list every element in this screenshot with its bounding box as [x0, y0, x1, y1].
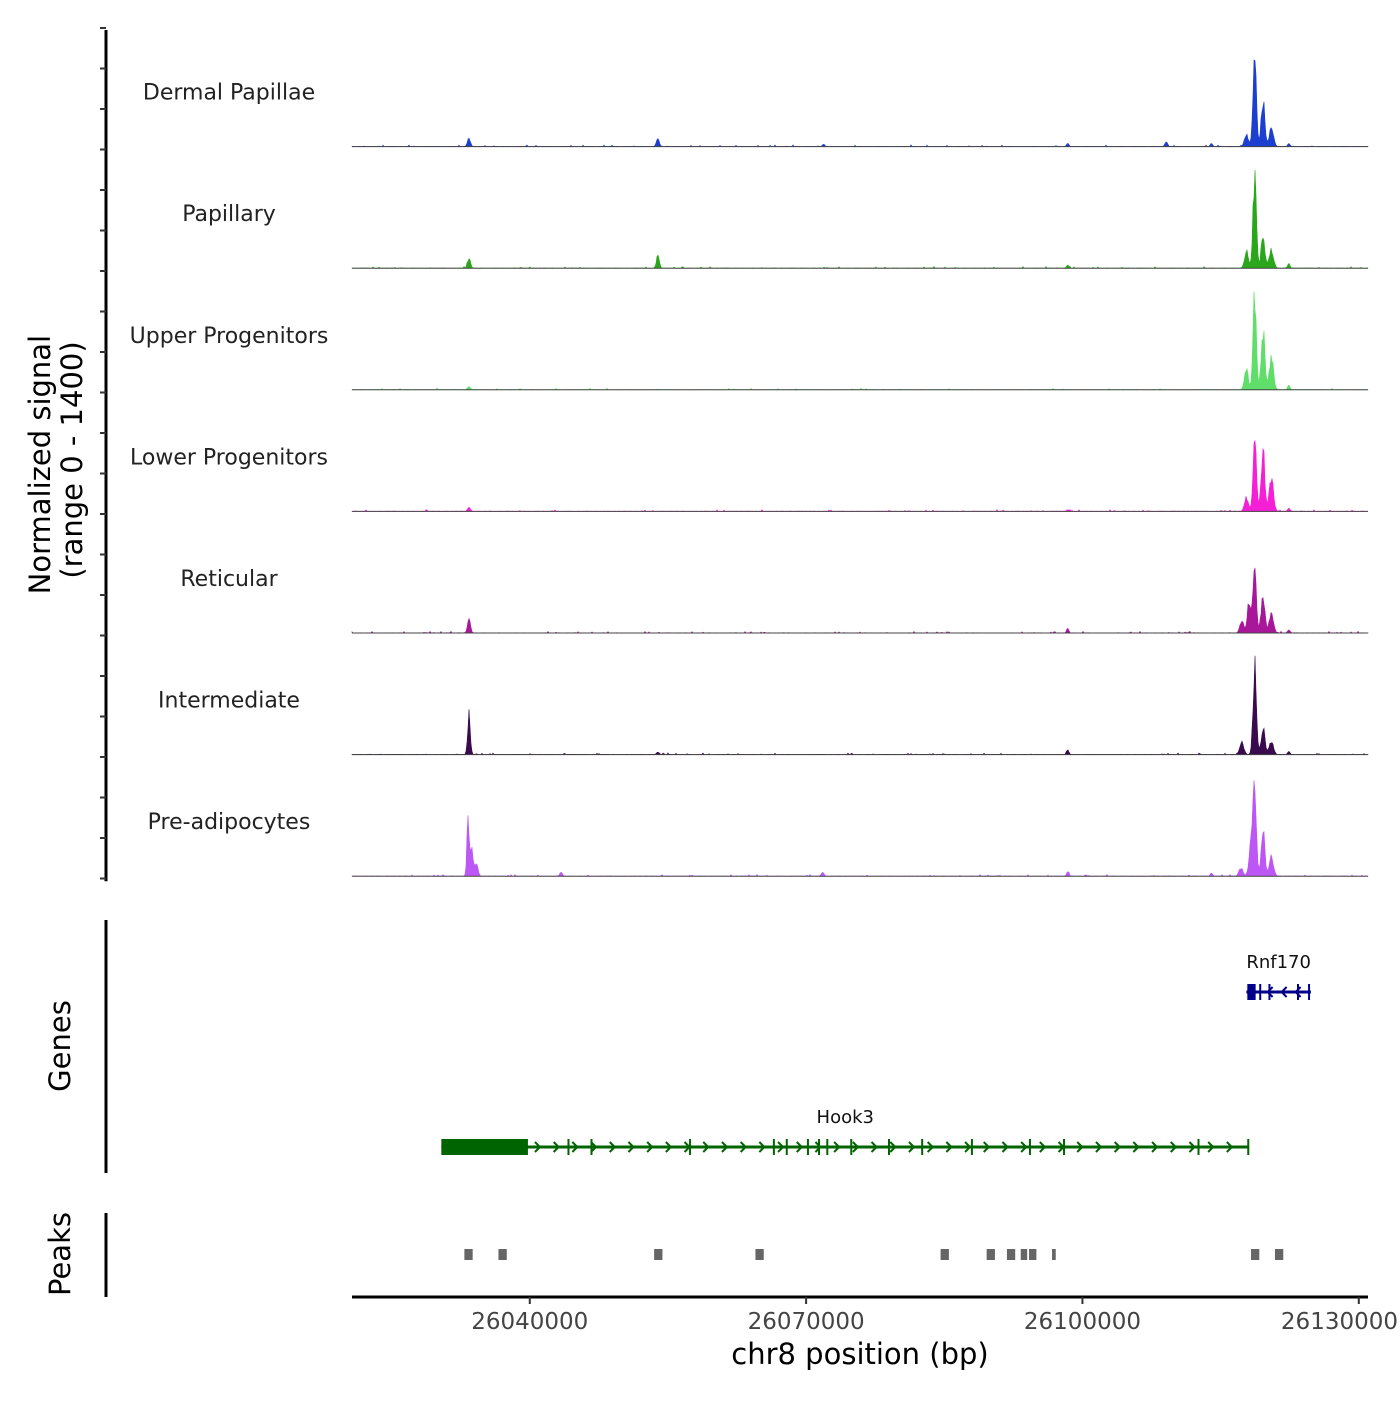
peak-region	[498, 1249, 507, 1260]
strand-arrow	[739, 1141, 748, 1153]
strand-arrow	[1039, 1141, 1047, 1153]
strand-arrow	[534, 1141, 542, 1153]
strand-arrow	[814, 1141, 822, 1153]
peak-region	[1029, 1249, 1037, 1260]
track-label: Reticular	[180, 567, 278, 592]
track-intermediate: Intermediate	[158, 655, 1369, 756]
strand-arrow	[777, 1141, 785, 1153]
track-label: Upper Progenitors	[130, 324, 329, 349]
genes-panel: Hook3 Rnf170	[104, 920, 1311, 1173]
peak-region	[1020, 1249, 1028, 1260]
strand-arrow	[552, 1141, 561, 1153]
strand-arrow	[964, 1141, 972, 1153]
peak-region	[1052, 1249, 1056, 1260]
strand-arrow	[889, 1141, 897, 1153]
strand-arrow	[1207, 1141, 1215, 1153]
y-axis-title-line2: (range 0 - 1400)	[55, 341, 89, 578]
coverage-area	[351, 59, 1369, 147]
peak-region	[986, 1249, 995, 1260]
strand-arrow	[870, 1141, 878, 1153]
strand-arrow	[721, 1141, 729, 1153]
gene-rnf170: Rnf170	[1246, 952, 1311, 1000]
track-lower-progenitors: Lower Progenitors	[130, 439, 1369, 512]
strand-arrow	[833, 1141, 841, 1153]
strand-arrow	[1188, 1141, 1196, 1153]
x-axis-title: chr8 position (bp)	[731, 1337, 988, 1371]
track-upper-progenitors: Upper Progenitors	[130, 291, 1369, 391]
strand-arrow	[571, 1141, 579, 1153]
strand-arrow	[609, 1141, 617, 1153]
coverage-area	[351, 655, 1369, 756]
peak-region	[464, 1249, 473, 1260]
strand-arrow	[1266, 986, 1274, 998]
track-label: Dermal Papillae	[143, 81, 315, 106]
track-papillary: Papillary	[182, 169, 1369, 269]
y-axis-title-line1: Normalized signal	[23, 335, 57, 594]
strand-arrow	[908, 1141, 916, 1153]
strand-arrow	[1057, 1141, 1065, 1153]
strand-arrow	[1280, 986, 1288, 998]
x-tick-label: 26100000	[1024, 1309, 1141, 1335]
gene-label: Rnf170	[1246, 952, 1311, 973]
track-label: Intermediate	[158, 689, 300, 714]
gene-label: Hook3	[817, 1107, 874, 1128]
strand-arrow	[1151, 1141, 1159, 1153]
x-axis: 26040000 26070000 26100000 26130000	[352, 1295, 1398, 1335]
strand-arrow	[945, 1141, 953, 1153]
x-tick-label: 26130000	[1281, 1309, 1398, 1335]
strand-arrow	[1001, 1141, 1009, 1153]
y-axis-title: Normalized signal (range 0 - 1400)	[23, 326, 89, 595]
coverage-area	[351, 169, 1369, 269]
coverage-area	[351, 291, 1369, 391]
strand-arrow	[1294, 986, 1302, 998]
strand-arrow	[1170, 1141, 1178, 1153]
peak-region	[940, 1249, 949, 1260]
strand-arrow	[627, 1141, 635, 1153]
peak-region	[1274, 1249, 1284, 1260]
track-label: Pre-adipocytes	[148, 810, 311, 835]
track-label: Papillary	[182, 202, 276, 227]
track-reticular: Reticular	[180, 567, 1369, 634]
peak-region	[654, 1249, 663, 1260]
strand-arrow	[702, 1141, 710, 1153]
strand-arrow	[796, 1141, 804, 1153]
gene-hook3: Hook3	[441, 1107, 1250, 1155]
coverage-area	[351, 780, 1369, 877]
track-pre-adipocytes: Pre-adipocytes	[148, 780, 1369, 877]
strand-arrow	[1095, 1141, 1103, 1153]
peak-region	[755, 1249, 764, 1260]
strand-arrow	[926, 1141, 935, 1153]
strand-arrow	[646, 1141, 654, 1153]
strand-arrow	[1226, 1141, 1234, 1153]
x-tick-label: 26070000	[748, 1309, 865, 1335]
strand-arrow	[1113, 1141, 1122, 1153]
strand-arrow	[758, 1141, 766, 1153]
coverage-area	[351, 567, 1369, 634]
coverage-tracks: Dermal Papillae Papillary Upper Progenitor…	[100, 27, 1369, 882]
strand-arrow	[1132, 1141, 1140, 1153]
peaks-panel-title: Peaks	[43, 1212, 77, 1296]
track-label: Lower Progenitors	[130, 445, 328, 470]
x-tick-label: 26040000	[471, 1309, 588, 1335]
peaks-panel	[104, 1213, 1284, 1297]
strand-arrow	[590, 1141, 598, 1153]
strand-arrow	[852, 1141, 860, 1153]
peak-region	[1006, 1249, 1016, 1260]
strand-arrow	[665, 1141, 673, 1153]
gene-exon	[441, 1139, 528, 1155]
strand-arrow	[1020, 1141, 1028, 1153]
peak-region	[1251, 1249, 1260, 1260]
strand-arrow	[1076, 1141, 1084, 1153]
genes-panel-title: Genes	[43, 1000, 77, 1092]
strand-arrow	[983, 1141, 991, 1153]
coverage-area	[351, 439, 1369, 512]
track-dermal-papillae: Dermal Papillae	[143, 59, 1369, 148]
strand-arrow	[683, 1141, 691, 1153]
